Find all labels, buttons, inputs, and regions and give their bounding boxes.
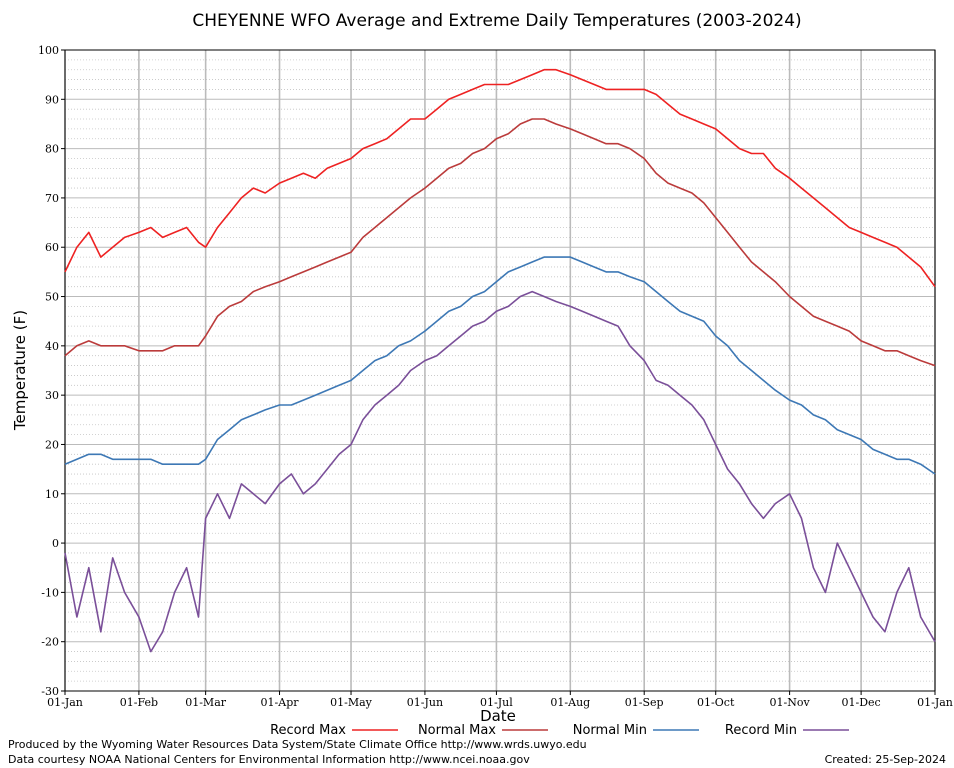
plot-area [64, 49, 936, 692]
major-gridlines [64, 49, 936, 692]
y-tick-label: 80 [45, 143, 59, 156]
y-tick-label: 60 [45, 241, 59, 254]
x-tick-label: 01-Dec [842, 696, 881, 709]
x-tick-label: 01-Nov [770, 696, 811, 709]
legend-label: Normal Min [573, 723, 647, 738]
normal-max-line [64, 118, 936, 367]
y-tick-label: -20 [41, 636, 59, 649]
series-lines [64, 68, 936, 653]
y-tick-label: 70 [45, 192, 59, 205]
x-tick-label: 01-Sep [625, 696, 664, 709]
x-tick-label: 01-Apr [261, 696, 300, 709]
y-tick-label: 20 [45, 438, 59, 451]
x-tick-label: 01-May [330, 696, 373, 709]
y-tick-label: 100 [38, 44, 59, 57]
legend-label: Record Max [270, 723, 346, 738]
footer-data-source: Data courtesy NOAA National Centers for … [8, 753, 530, 766]
record-min-line [64, 290, 936, 653]
x-axis-label: Date [480, 707, 516, 725]
y-tick-label: 0 [52, 537, 59, 550]
legend: Record Max Normal Max Normal Min Record Min [270, 723, 849, 738]
y-tick-label: 30 [45, 389, 59, 402]
minor-gridlines [65, 59, 935, 682]
y-axis-label: Temperature (F) [11, 310, 29, 431]
x-tick-label: 01-Oct [697, 696, 735, 709]
legend-label: Normal Max [418, 723, 496, 738]
footer-producer: Produced by the Wyoming Water Resources … [8, 738, 587, 751]
x-tick-label: 01-Jan [917, 696, 953, 709]
x-tick-label: 01-Jul [480, 696, 513, 709]
y-tick-label: 90 [45, 93, 59, 106]
x-tick-label: 01-Feb [120, 696, 158, 709]
y-tick-label: -10 [41, 586, 59, 599]
y-axis-ticks: -30 -20 -10 0 10 20 30 40 50 60 70 80 90 100 [38, 44, 65, 698]
y-tick-label: -30 [41, 685, 59, 698]
normal-min-line [64, 256, 936, 475]
x-tick-label: 01-Jan [47, 696, 83, 709]
x-tick-label: 01-Aug [550, 696, 590, 709]
chart-title: CHEYENNE WFO Average and Extreme Daily T… [192, 11, 801, 31]
record-max-line [64, 68, 936, 288]
legend-label: Record Min [725, 723, 797, 738]
y-tick-label: 10 [45, 488, 59, 501]
x-tick-label: 01-Mar [185, 696, 227, 709]
x-axis-ticks: 01-Jan 01-Feb 01-Mar 01-Apr 01-May 01-Jun 01-J… [47, 691, 953, 709]
y-tick-label: 50 [45, 291, 59, 304]
footer-created-date: Created: 25-Sep-2024 [825, 753, 946, 766]
y-tick-label: 40 [45, 340, 59, 353]
x-tick-label: 01-Jun [407, 696, 443, 709]
